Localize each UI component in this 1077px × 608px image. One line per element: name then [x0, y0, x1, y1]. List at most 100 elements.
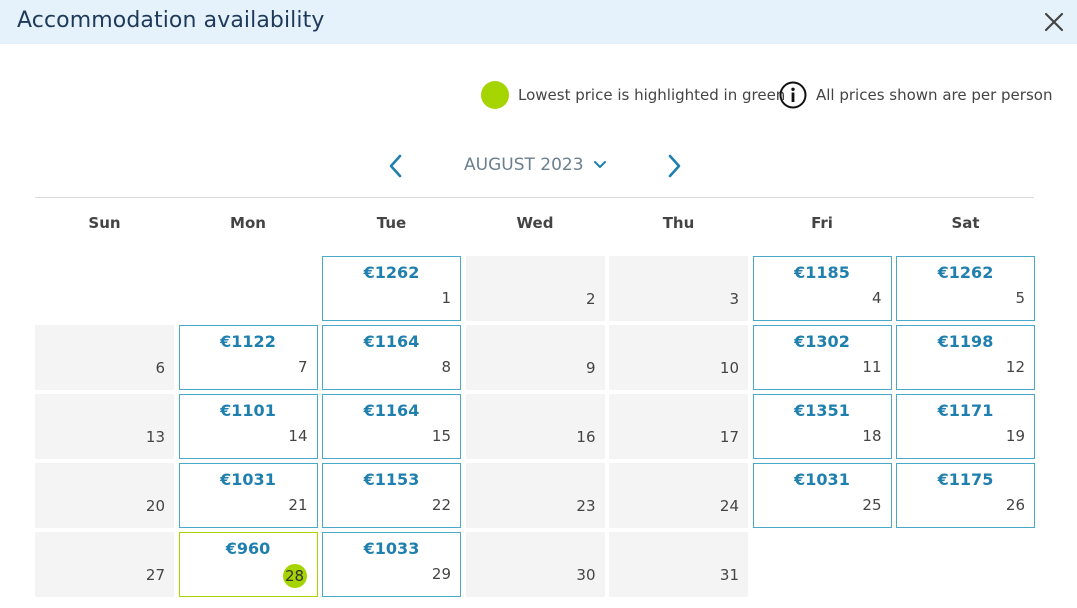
day-number: 1 — [441, 289, 451, 307]
day-number: 2 — [585, 290, 596, 308]
calendar-day-unavailable: 16 — [465, 394, 605, 459]
calendar-day-cell[interactable]: €1198 12 — [896, 325, 1035, 390]
day-price: €1122 — [220, 332, 276, 351]
day-number: 23 — [576, 497, 596, 515]
legend-lowest-price: Lowest price is highlighted in green — [481, 81, 785, 109]
day-number: 31 — [719, 566, 739, 584]
calendar-day-unavailable: 24 — [609, 463, 748, 528]
calendar-day-cell[interactable]: €1101 14 — [178, 394, 318, 459]
calendar-day-cell[interactable]: €1185 4 — [752, 256, 892, 321]
chevron-right-icon — [668, 154, 681, 178]
day-number: 7 — [297, 358, 308, 376]
calendar-day-cell[interactable]: €1262 5 — [896, 256, 1035, 321]
day-number: 5 — [1015, 289, 1025, 307]
month-selector[interactable]: AUGUST 2023 — [464, 155, 607, 175]
chevron-down-icon — [593, 161, 606, 168]
day-price: €1031 — [794, 470, 850, 489]
day-price: €1351 — [794, 401, 850, 420]
month-navigation: AUGUST 2023 — [0, 150, 1077, 182]
modal-header: Accommodation availability — [0, 0, 1077, 44]
calendar-day-cell[interactable]: €1302 11 — [752, 325, 892, 390]
day-number: 13 — [145, 428, 165, 446]
day-price: €1262 — [937, 263, 994, 282]
calendar-day-cell[interactable]: €1175 26 — [896, 463, 1035, 528]
calendar-day-unavailable: 20 — [35, 463, 174, 528]
calendar-day-unavailable: 10 — [609, 325, 748, 390]
calendar-day-cell[interactable]: €1164 8 — [322, 325, 461, 390]
day-price: €1153 — [363, 470, 420, 489]
day-number: 16 — [576, 428, 596, 446]
day-number: 11 — [862, 358, 882, 376]
day-number: 3 — [729, 290, 739, 308]
calendar-empty-cell — [35, 256, 174, 321]
calendar-day-unavailable: 3 — [609, 256, 748, 321]
day-number: 26 — [1005, 496, 1025, 514]
day-price: €1033 — [363, 539, 420, 558]
weekday-header: Wed — [516, 214, 554, 232]
calendar-day-cell[interactable]: €1153 22 — [322, 463, 461, 528]
day-number: 8 — [441, 358, 451, 376]
day-price: €1031 — [220, 470, 276, 489]
calendar-day-unavailable: 30 — [465, 532, 605, 597]
calendar-day-cell[interactable]: €960 28 — [178, 532, 318, 597]
chevron-left-icon — [389, 154, 402, 178]
calendar-day-unavailable: 23 — [465, 463, 605, 528]
calendar-day-cell[interactable]: €1164 15 — [322, 394, 461, 459]
weekday-header: Tue — [376, 214, 407, 232]
day-price: €1262 — [363, 263, 420, 282]
weekday-header-row: Sun Mon Tue Wed Thu Fri Sat — [35, 214, 1039, 236]
day-number: 4 — [871, 289, 882, 307]
calendar-day-unavailable: 9 — [465, 325, 605, 390]
day-number: 15 — [431, 427, 451, 445]
day-price: €1164 — [363, 401, 420, 420]
green-dot-icon — [481, 81, 509, 109]
lowest-price-day-badge: 28 — [282, 564, 307, 588]
day-number: 24 — [719, 497, 739, 515]
day-price: €1164 — [363, 332, 420, 351]
calendar-day-cell[interactable]: €1033 29 — [322, 532, 461, 597]
modal-title: Accommodation availability — [17, 8, 325, 33]
calendar-day-cell[interactable]: €1262 1 — [322, 256, 461, 321]
day-number: 12 — [1005, 358, 1025, 376]
calendar-day-unavailable: 13 — [35, 394, 174, 459]
calendar-day-cell[interactable]: €1031 25 — [752, 463, 892, 528]
info-icon — [779, 81, 807, 109]
next-month-button[interactable] — [662, 152, 686, 180]
legend-per-person: All prices shown are per person — [779, 81, 1052, 109]
calendar-divider — [35, 197, 1034, 198]
day-number: 18 — [862, 427, 882, 445]
calendar-day-unavailable: 6 — [35, 325, 174, 390]
close-button[interactable] — [1040, 8, 1068, 36]
legend-per-person-text: All prices shown are per person — [816, 86, 1053, 104]
calendar-day-cell[interactable]: €1122 7 — [178, 325, 318, 390]
calendar-day-cell[interactable]: €1031 21 — [178, 463, 318, 528]
day-number: 20 — [145, 497, 165, 515]
previous-month-button[interactable] — [384, 152, 408, 180]
calendar-day-unavailable: 2 — [465, 256, 605, 321]
calendar-empty-cell — [179, 256, 318, 321]
day-number: 29 — [431, 565, 451, 583]
day-price: €1101 — [220, 401, 276, 420]
day-number: 14 — [288, 427, 308, 445]
day-number: 6 — [155, 359, 165, 377]
calendar-day-cell[interactable]: €1351 18 — [752, 394, 892, 459]
weekday-header: Fri — [811, 214, 833, 232]
day-number: 17 — [719, 428, 739, 446]
close-icon — [1044, 12, 1064, 32]
day-number: 30 — [576, 566, 596, 584]
day-price: €1198 — [937, 332, 994, 351]
weekday-header: Sun — [88, 214, 121, 232]
day-number: 22 — [431, 496, 451, 514]
weekday-header: Thu — [662, 214, 695, 232]
day-number: 19 — [1005, 427, 1025, 445]
day-number: 21 — [288, 496, 308, 514]
calendar-day-unavailable: 17 — [609, 394, 748, 459]
calendar-day-unavailable: 31 — [609, 532, 748, 597]
day-number: 27 — [145, 566, 165, 584]
day-price: €1175 — [937, 470, 994, 489]
month-label: AUGUST 2023 — [464, 155, 584, 175]
day-price: €1185 — [794, 263, 850, 282]
calendar-day-cell[interactable]: €1171 19 — [896, 394, 1035, 459]
day-price: €1302 — [794, 332, 850, 351]
day-number: 25 — [862, 496, 882, 514]
